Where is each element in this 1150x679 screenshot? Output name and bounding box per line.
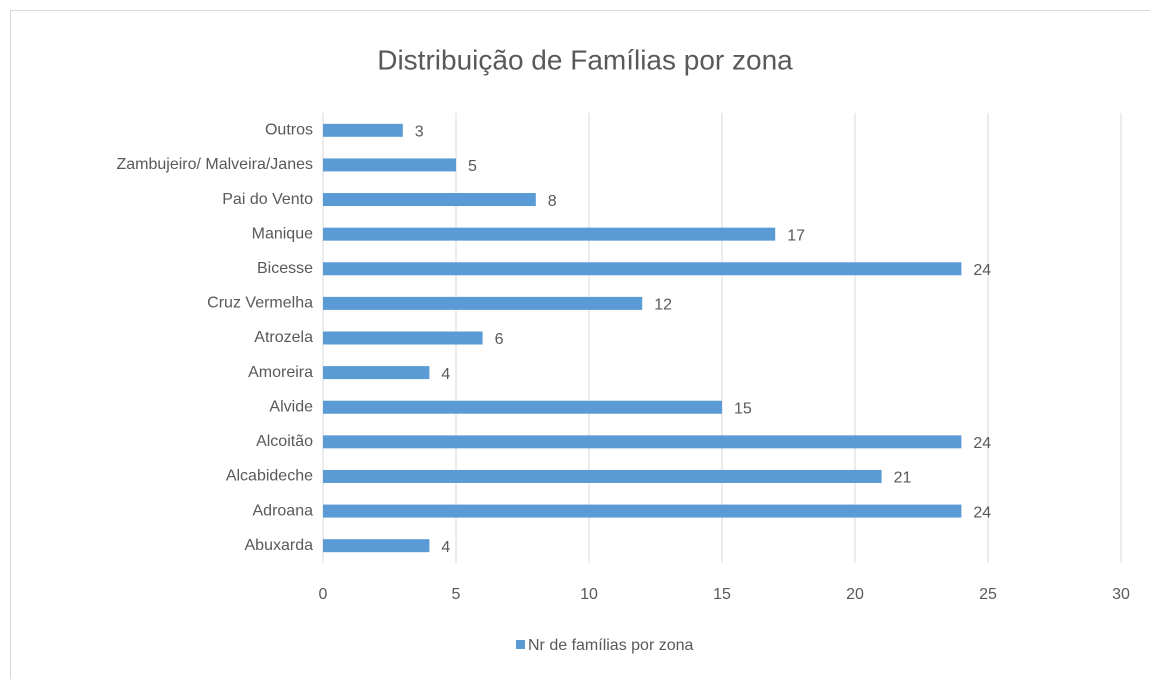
x-tick-label: 20 [846,586,864,603]
x-tick-label: 15 [713,586,731,603]
data-label: 24 [973,504,991,521]
data-label: 15 [734,400,752,417]
y-tick-label: Pai do Vento [222,191,313,208]
bar [323,366,430,380]
data-label: 3 [415,124,424,141]
data-label: 4 [441,366,450,383]
x-tick-label: 30 [1112,586,1130,603]
x-tick-label: 10 [580,586,598,603]
bar [323,123,403,137]
y-tick-label: Adroana [253,502,314,519]
bar [323,296,643,310]
y-tick-label: Abuxarda [245,537,314,554]
y-tick-label: Alvide [269,398,313,415]
bar [323,539,430,553]
data-label: 4 [441,539,450,556]
chart-frame [10,10,1150,679]
bar [323,262,962,276]
bar [323,435,962,449]
x-tick-label: 0 [319,586,328,603]
y-tick-label: Amoreira [248,364,313,381]
y-tick-label: Alcabideche [226,468,313,485]
bar [323,158,456,172]
y-tick-label: Bicesse [257,260,313,277]
bar [323,504,962,518]
bar [323,193,536,207]
y-tick-label: Zambujeiro/ Malveira/Janes [116,156,313,173]
data-label: 17 [787,227,805,244]
x-tick-label: 25 [979,586,997,603]
data-label: 5 [468,158,477,175]
data-label: 21 [894,470,912,487]
bar [323,331,483,345]
chart-title: Distribuição de Famílias por zona [377,44,793,75]
data-label: 6 [495,331,504,348]
legend-label: Nr de famílias por zona [528,637,694,654]
legend-swatch [516,640,525,649]
y-tick-label: Atrozela [254,329,313,346]
x-tick-label: 5 [452,586,461,603]
bar [323,227,776,241]
data-label: 24 [973,435,991,452]
bar [323,400,722,414]
bar [323,469,882,483]
y-tick-label: Alcoitão [256,433,313,450]
data-label: 24 [973,262,991,279]
y-tick-label: Manique [252,225,313,242]
y-tick-label: Cruz Vermelha [207,295,313,312]
data-label: 8 [548,193,557,210]
y-tick-label: Outros [265,122,313,139]
data-label: 12 [654,297,672,314]
